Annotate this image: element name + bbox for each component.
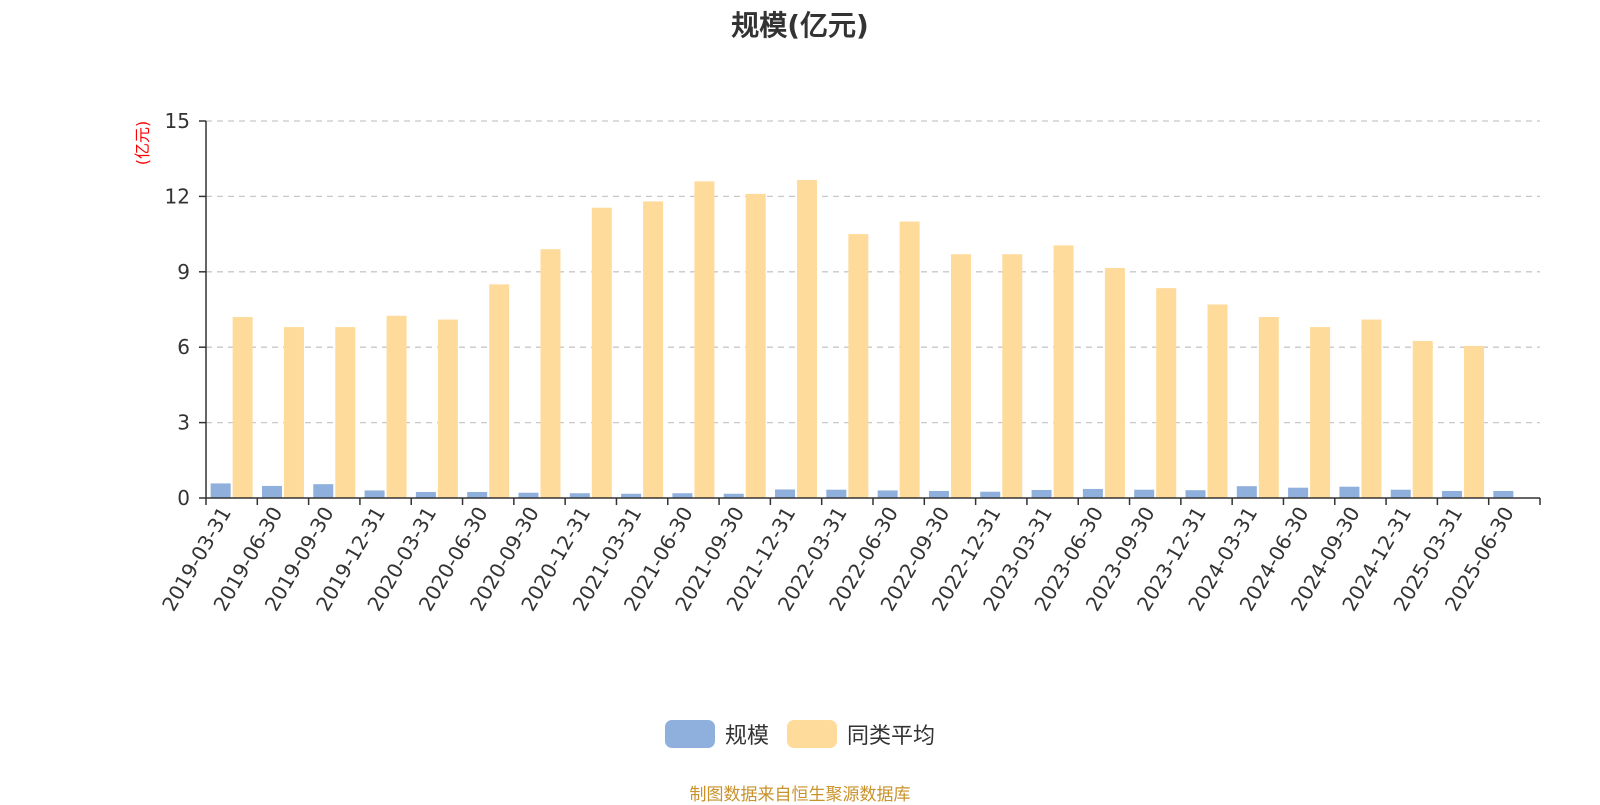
bar-scale[interactable] <box>1442 490 1463 498</box>
bar-peer-average[interactable] <box>489 284 510 498</box>
y-tick-label: 12 <box>165 184 190 208</box>
bar-scale[interactable] <box>980 491 1001 498</box>
bar-scale[interactable] <box>1134 489 1155 498</box>
bar-peer-average[interactable] <box>335 327 356 498</box>
bar-peer-average[interactable] <box>591 207 612 498</box>
bar-peer-average[interactable] <box>1361 319 1382 498</box>
y-tick-label: 6 <box>177 335 190 359</box>
bar-peer-average[interactable] <box>1258 317 1279 498</box>
bar-scale[interactable] <box>621 493 642 498</box>
bar-peer-average[interactable] <box>386 315 407 498</box>
bar-peer-average[interactable] <box>694 181 715 498</box>
bar-peer-average[interactable] <box>1207 304 1228 498</box>
bar-peer-average[interactable] <box>540 249 561 498</box>
bar-scale[interactable] <box>672 493 693 498</box>
bars <box>210 180 1514 499</box>
source-note: 制图数据来自恒生聚源数据库 <box>689 785 911 805</box>
bar-scale[interactable] <box>1339 486 1360 498</box>
legend-item-scale[interactable]: 规模 <box>664 718 769 750</box>
bar-peer-average[interactable] <box>232 317 253 498</box>
bar-scale[interactable] <box>261 485 282 498</box>
bar-peer-average[interactable] <box>1104 268 1125 498</box>
y-tick-label: 0 <box>177 486 190 510</box>
bar-scale[interactable] <box>1390 489 1411 498</box>
bar-scale[interactable] <box>518 492 539 498</box>
y-axis-unit-label: (亿元) <box>133 121 152 166</box>
bar-scale[interactable] <box>1082 488 1103 498</box>
legend-swatch-peer-average <box>787 720 837 748</box>
bar-scale[interactable] <box>877 490 898 498</box>
bar-peer-average[interactable] <box>1464 345 1485 498</box>
legend-swatch-scale <box>664 720 715 748</box>
bar-peer-average[interactable] <box>283 327 304 498</box>
bar-scale[interactable] <box>775 489 796 498</box>
bar-scale[interactable] <box>467 491 488 498</box>
bar-scale[interactable] <box>415 491 436 498</box>
bar-peer-average[interactable] <box>1053 245 1074 498</box>
bar-peer-average[interactable] <box>437 319 458 498</box>
bar-scale[interactable] <box>1236 486 1257 498</box>
bar-peer-average[interactable] <box>899 221 920 499</box>
bar-scale[interactable] <box>928 490 949 498</box>
bar-peer-average[interactable] <box>797 180 818 498</box>
bar-scale[interactable] <box>210 483 231 498</box>
bar-peer-average[interactable] <box>1412 340 1433 498</box>
bar-scale[interactable] <box>1288 487 1309 498</box>
bar-scale[interactable] <box>569 493 590 498</box>
bar-scale[interactable] <box>1493 490 1514 498</box>
bar-peer-average[interactable] <box>1156 288 1177 498</box>
bar-peer-average[interactable] <box>1002 254 1023 498</box>
legend-label-scale: 规模 <box>724 724 769 749</box>
bar-scale[interactable] <box>364 490 385 498</box>
bar-peer-average[interactable] <box>643 201 664 498</box>
bar-peer-average[interactable] <box>848 234 869 498</box>
chart-title: 规模(亿元) <box>731 9 869 42</box>
y-tick-label: 9 <box>177 260 190 284</box>
bar-scale[interactable] <box>313 484 334 498</box>
bar-scale[interactable] <box>1031 489 1052 498</box>
y-tick-label: 15 <box>165 109 190 133</box>
legend: 规模 同类平均 <box>0 718 1600 750</box>
bar-scale[interactable] <box>1185 490 1206 498</box>
bar-scale[interactable] <box>723 493 744 498</box>
y-tick-label: 3 <box>177 411 190 435</box>
bar-peer-average[interactable] <box>745 193 766 499</box>
bar-scale[interactable] <box>826 489 847 498</box>
legend-label-peer-average: 同类平均 <box>847 724 936 749</box>
bar-peer-average[interactable] <box>1310 327 1331 498</box>
bar-peer-average[interactable] <box>950 254 971 498</box>
legend-item-peer-average[interactable]: 同类平均 <box>787 718 935 750</box>
